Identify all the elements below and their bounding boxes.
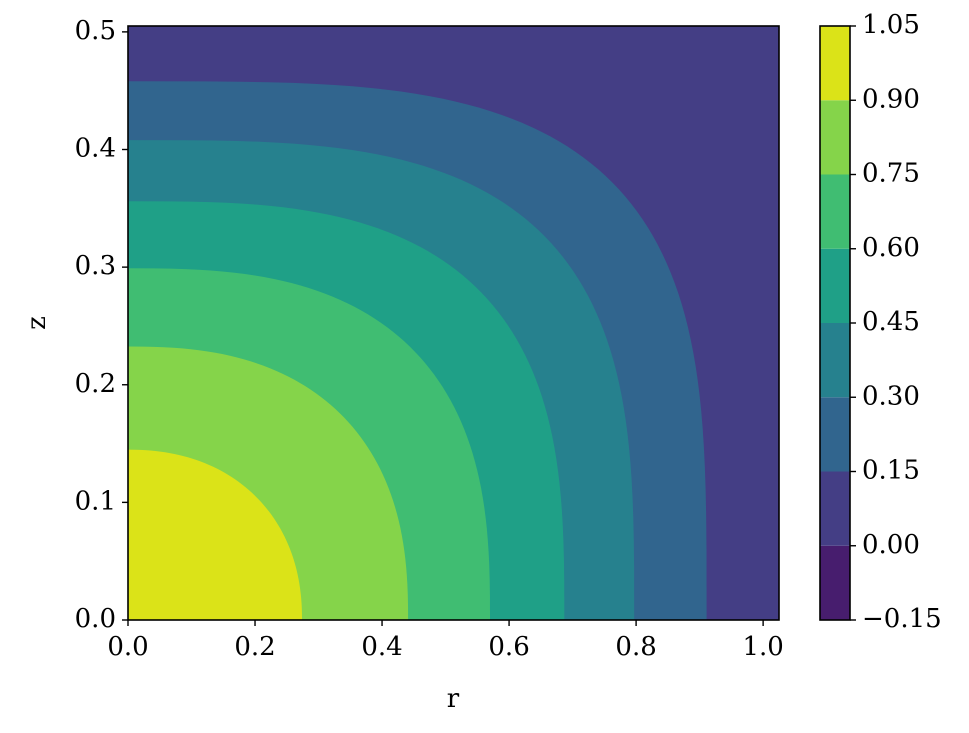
x-tick-label: 0.0 [107, 632, 148, 662]
x-tick-label: 0.4 [361, 632, 402, 662]
plot-frame [127, 25, 780, 621]
colorbar-tick-label: 0.90 [862, 84, 920, 114]
y-tick-label: 0.5 [75, 16, 116, 46]
y-tick-label: 0.1 [75, 486, 116, 516]
colorbar-band [820, 26, 850, 101]
x-tick-label: 0.2 [234, 632, 275, 662]
colorbar-band [820, 471, 850, 546]
colorbar-band [820, 397, 850, 472]
x-axis-label: r [447, 684, 460, 714]
colorbar-tick-label: 0.15 [862, 456, 920, 486]
colorbar-band [820, 248, 850, 323]
colorbar-band [820, 545, 850, 620]
colorbar-tick-label: 0.30 [862, 381, 920, 411]
colorbar-tick-label: 0.45 [862, 307, 920, 337]
y-tick-label: 0.3 [75, 251, 116, 281]
y-tick-label: 0.0 [75, 604, 116, 634]
colorbar-band [820, 323, 850, 398]
y-tick-label: 0.4 [75, 134, 116, 164]
x-tick-label: 1.0 [742, 632, 783, 662]
colorbar-tick-label: 1.05 [862, 10, 920, 40]
contour-region [128, 449, 303, 620]
x-tick-label: 0.6 [488, 632, 529, 662]
x-tick-label: 0.8 [615, 632, 656, 662]
colorbar-band [820, 174, 850, 249]
colorbar-tick-label: 0.60 [862, 233, 920, 263]
colorbar-tick-label: −0.15 [862, 604, 942, 634]
y-tick-label: 0.2 [75, 369, 116, 399]
colorbar-tick-label: 0.75 [862, 159, 920, 189]
colorbar-tick-label: 0.00 [862, 530, 920, 560]
colorbar-band [820, 100, 850, 175]
y-axis-label: z [22, 316, 52, 330]
